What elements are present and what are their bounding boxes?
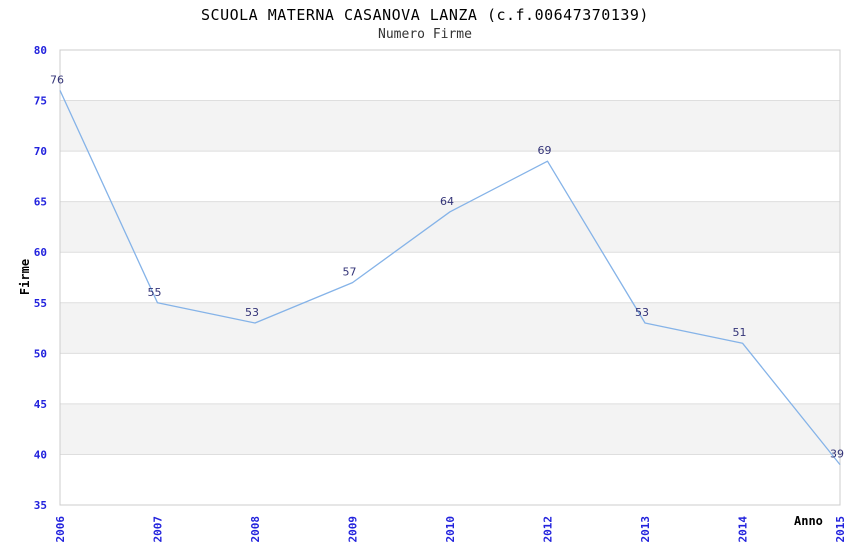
x-tick-label: 2010 <box>444 516 457 543</box>
point-value-label: 69 <box>538 144 552 157</box>
x-tick-label: 2008 <box>249 516 262 543</box>
plot-band <box>60 403 840 455</box>
y-tick-label: 70 <box>34 145 47 158</box>
y-tick-label: 60 <box>34 246 47 259</box>
x-tick-label: 2013 <box>639 516 652 543</box>
x-axis-title: Anno <box>794 514 823 528</box>
y-tick-label: 80 <box>34 44 47 57</box>
y-tick-label: 55 <box>34 297 47 310</box>
point-value-label: 57 <box>343 266 357 279</box>
y-tick-label: 45 <box>34 398 47 411</box>
point-value-label: 53 <box>245 306 259 319</box>
point-value-label: 39 <box>830 448 844 461</box>
plot-band <box>60 100 840 152</box>
y-tick-label: 50 <box>34 347 47 360</box>
x-tick-label: 2015 <box>834 516 847 543</box>
plot-band <box>60 201 840 253</box>
y-tick-label: 35 <box>34 499 47 512</box>
y-tick-label: 75 <box>34 95 47 108</box>
x-tick-label: 2009 <box>347 516 360 543</box>
plot-border <box>59 49 841 506</box>
y-tick-label: 65 <box>34 196 47 209</box>
point-value-label: 64 <box>440 195 454 208</box>
x-tick-label: 2006 <box>54 516 67 543</box>
chart-title: SCUOLA MATERNA CASANOVA LANZA (c.f.00647… <box>201 6 649 24</box>
point-value-label: 55 <box>148 286 162 299</box>
x-tick-label: 2007 <box>152 516 165 543</box>
data-line <box>59 90 841 466</box>
x-tick-label: 2014 <box>737 516 750 543</box>
y-tick-label: 40 <box>34 448 47 461</box>
x-tick-label: 2012 <box>542 516 555 543</box>
plot-band <box>60 302 840 354</box>
point-value-label: 53 <box>635 306 649 319</box>
chart-subtitle: Numero Firme <box>378 27 472 42</box>
point-value-label: 76 <box>50 73 64 86</box>
point-value-label: 51 <box>733 326 747 339</box>
